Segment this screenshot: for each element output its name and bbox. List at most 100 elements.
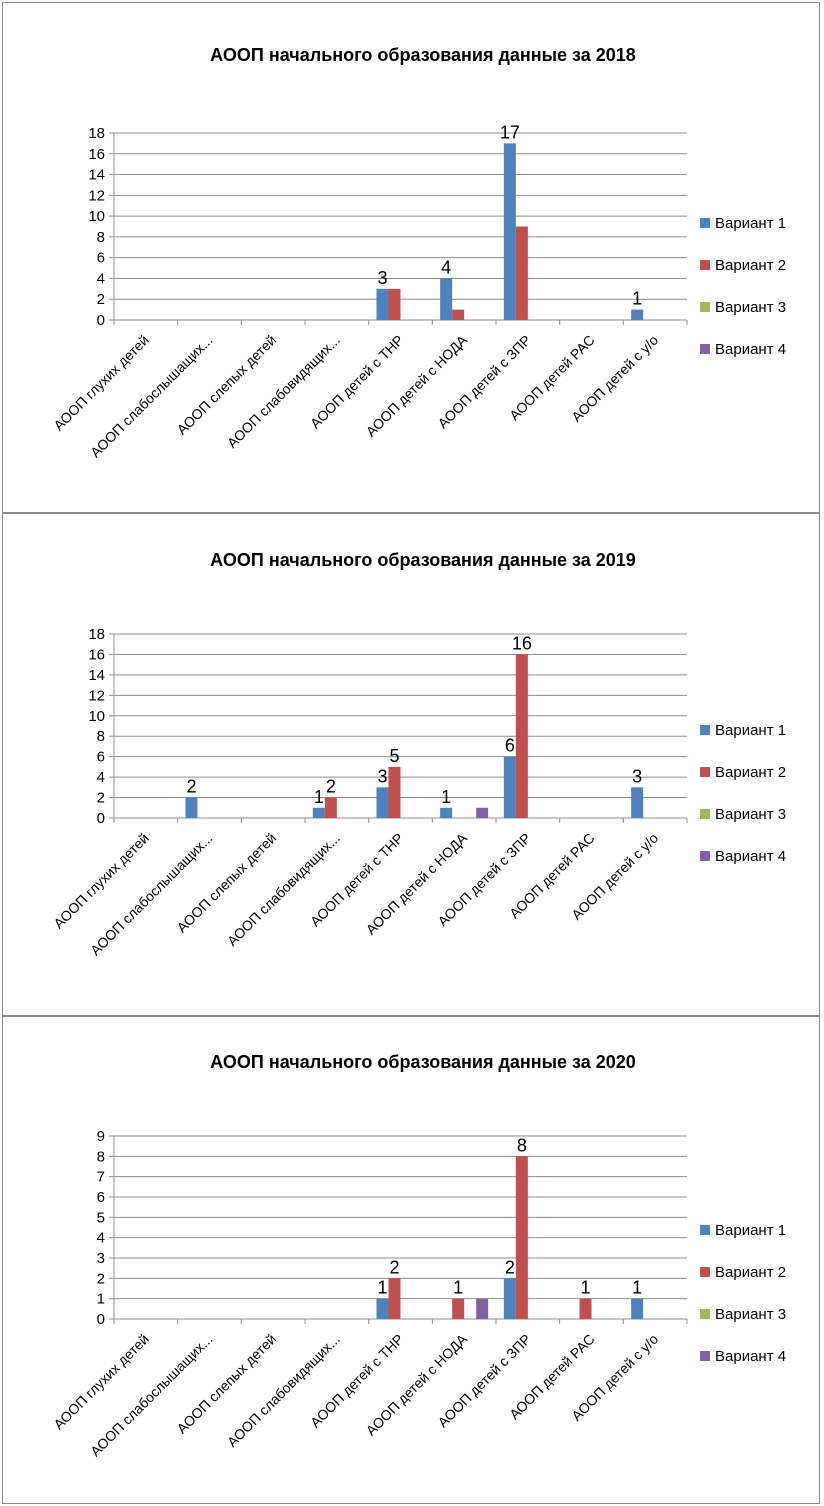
legend-label: Вариант 1 bbox=[715, 215, 786, 232]
legend-label: Вариант 2 bbox=[715, 764, 786, 781]
legend-swatch bbox=[700, 809, 710, 819]
y-tick-label: 9 bbox=[97, 1128, 105, 1145]
y-tick-label: 2 bbox=[97, 291, 105, 308]
chart-title: АООП начального образования данные за 20… bbox=[210, 550, 636, 570]
y-tick-label: 8 bbox=[97, 229, 105, 246]
chart-panel-2018: АООП начального образования данные за 20… bbox=[2, 2, 820, 513]
data-label: 1 bbox=[441, 787, 451, 807]
y-tick-label: 18 bbox=[88, 626, 105, 643]
y-tick-label: 6 bbox=[97, 250, 105, 267]
bar-вариант-1 bbox=[312, 807, 325, 818]
y-tick-label: 8 bbox=[97, 1148, 105, 1165]
legend-label: Вариант 1 bbox=[715, 1222, 786, 1239]
chart-title: АООП начального образования данные за 20… bbox=[210, 1052, 636, 1072]
bar-вариант-2 bbox=[388, 288, 401, 320]
y-tick-label: 3 bbox=[97, 1250, 105, 1267]
legend-label: Вариант 4 bbox=[715, 1348, 786, 1365]
y-tick-label: 6 bbox=[97, 749, 105, 766]
data-label: 2 bbox=[186, 777, 196, 797]
bar-вариант-2 bbox=[579, 1298, 592, 1319]
y-tick-label: 5 bbox=[97, 1209, 105, 1226]
data-label: 1 bbox=[580, 1278, 590, 1298]
y-tick-label: 12 bbox=[88, 187, 105, 204]
legend-label: Вариант 1 bbox=[715, 722, 786, 739]
data-label: 6 bbox=[505, 736, 515, 756]
chart-svg-2018: АООП начального образования данные за 20… bbox=[50, 45, 786, 461]
y-tick-label: 1 bbox=[97, 1291, 105, 1308]
legend-swatch bbox=[700, 1309, 710, 1319]
category-label: АООП слабовидящих... bbox=[224, 332, 343, 451]
bar-вариант-1 bbox=[376, 787, 389, 818]
legend-label: Вариант 3 bbox=[715, 1306, 786, 1323]
data-label: 4 bbox=[441, 257, 451, 277]
data-label: 16 bbox=[512, 633, 532, 653]
data-label: 2 bbox=[505, 1257, 515, 1277]
data-label: 2 bbox=[326, 777, 336, 797]
y-tick-label: 6 bbox=[97, 1189, 105, 1206]
chart-title: АООП начального образования данные за 20… bbox=[210, 45, 636, 65]
bar-вариант-1 bbox=[185, 797, 198, 818]
legend-swatch bbox=[700, 767, 710, 777]
legend-swatch bbox=[700, 344, 710, 354]
bar-вариант-1 bbox=[440, 807, 453, 818]
y-tick-label: 14 bbox=[88, 167, 105, 184]
data-label: 1 bbox=[453, 1278, 463, 1298]
legend-label: Вариант 3 bbox=[715, 806, 786, 823]
y-tick-label: 12 bbox=[88, 687, 105, 704]
bar-вариант-4 bbox=[476, 1298, 489, 1319]
legend-label: Вариант 3 bbox=[715, 299, 786, 316]
chart-panel-2020: АООП начального образования данные за 20… bbox=[2, 1016, 820, 1504]
bar-вариант-1 bbox=[503, 1278, 516, 1319]
y-tick-label: 10 bbox=[88, 708, 105, 725]
y-tick-label: 2 bbox=[97, 1270, 105, 1287]
bar-вариант-2 bbox=[388, 1278, 401, 1319]
bar-вариант-1 bbox=[503, 756, 516, 818]
y-tick-label: 10 bbox=[88, 208, 105, 225]
bar-вариант-2 bbox=[515, 1156, 528, 1319]
legend-label: Вариант 2 bbox=[715, 1264, 786, 1281]
chart-svg-2020: АООП начального образования данные за 20… bbox=[50, 1052, 786, 1460]
bar-вариант-1 bbox=[631, 1298, 644, 1319]
y-tick-label: 14 bbox=[88, 667, 105, 684]
data-label: 1 bbox=[314, 787, 324, 807]
data-label: 2 bbox=[389, 1257, 399, 1277]
y-tick-label: 2 bbox=[97, 790, 105, 807]
legend-swatch bbox=[700, 725, 710, 735]
bar-вариант-1 bbox=[631, 787, 644, 818]
data-label: 17 bbox=[500, 122, 520, 142]
bar-вариант-1 bbox=[376, 1298, 389, 1319]
data-label: 3 bbox=[632, 766, 642, 786]
legend-swatch bbox=[700, 1225, 710, 1235]
bar-вариант-2 bbox=[388, 766, 401, 818]
chart-panel-2019: АООП начального образования данные за 20… bbox=[2, 513, 820, 1016]
bar-вариант-2 bbox=[324, 797, 337, 818]
data-label: 5 bbox=[389, 746, 399, 766]
legend-label: Вариант 2 bbox=[715, 257, 786, 274]
category-label: АООП слабослышащих... bbox=[87, 1331, 216, 1460]
y-tick-label: 4 bbox=[97, 270, 105, 287]
category-label: АООП слабовидящих... bbox=[224, 830, 343, 949]
legend-swatch bbox=[700, 851, 710, 861]
chart-svg-2019: АООП начального образования данные за 20… bbox=[50, 550, 786, 958]
legend-swatch bbox=[700, 1351, 710, 1361]
category-label: АООП слабовидящих... bbox=[224, 1331, 343, 1450]
y-tick-label: 7 bbox=[97, 1169, 105, 1186]
bar-вариант-2 bbox=[515, 226, 528, 320]
legend-label: Вариант 4 bbox=[715, 848, 786, 865]
data-label: 3 bbox=[377, 268, 387, 288]
y-tick-label: 16 bbox=[88, 146, 105, 163]
legend-swatch bbox=[700, 260, 710, 270]
data-label: 8 bbox=[517, 1135, 527, 1155]
legend-swatch bbox=[700, 302, 710, 312]
bar-вариант-1 bbox=[631, 309, 644, 320]
legend-swatch bbox=[700, 218, 710, 228]
data-label: 1 bbox=[632, 1278, 642, 1298]
y-tick-label: 0 bbox=[97, 312, 105, 329]
bar-вариант-4 bbox=[476, 807, 489, 818]
legend-label: Вариант 4 bbox=[715, 341, 786, 358]
bar-вариант-2 bbox=[452, 309, 465, 320]
y-tick-label: 0 bbox=[97, 1311, 105, 1328]
bar-вариант-1 bbox=[440, 278, 453, 320]
category-label: АООП слабослышащих... bbox=[87, 332, 216, 461]
data-label: 1 bbox=[632, 289, 642, 309]
